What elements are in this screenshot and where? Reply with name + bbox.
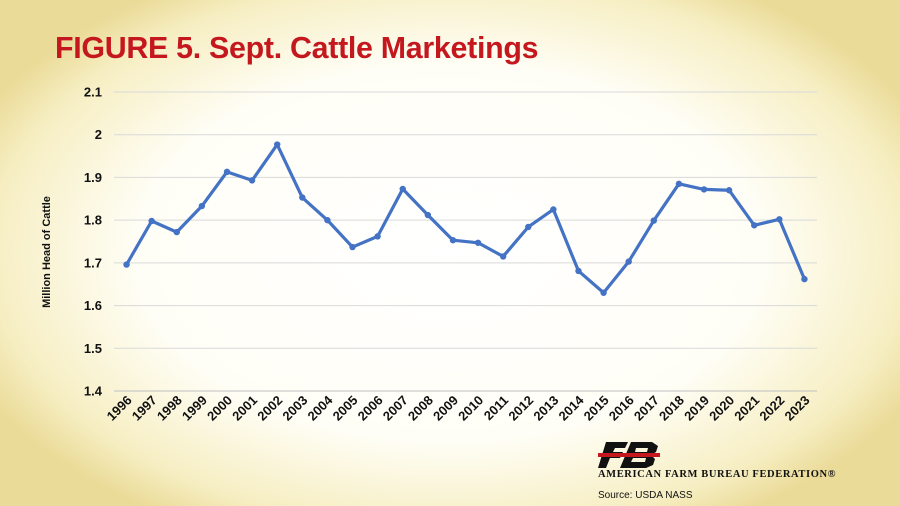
data-point: [725, 187, 733, 194]
x-tick-label: 2000: [204, 393, 235, 424]
chart-title: FIGURE 5. Sept. Cattle Marketings: [55, 30, 539, 65]
y-axis-label: Million Head of Cattle: [41, 196, 53, 308]
gridlines: [114, 91, 817, 349]
data-point: [123, 261, 130, 268]
series-group: [123, 141, 808, 296]
x-tick-label: 2016: [606, 393, 637, 424]
data-point: [776, 216, 783, 223]
data-point: [349, 243, 356, 251]
x-tick-label: 2013: [530, 393, 561, 424]
x-tick-label: 2023: [782, 393, 813, 424]
x-tick-label: 2003: [279, 393, 310, 424]
x-tick-label: 1997: [129, 393, 160, 424]
data-point: [650, 217, 658, 224]
data-point: [550, 206, 557, 213]
data-point: [324, 216, 331, 224]
data-point: [499, 253, 507, 260]
data-point: [399, 185, 406, 193]
x-tick-label: 2010: [455, 393, 486, 424]
y-tick-label: 1.7: [84, 255, 102, 270]
x-tick-label: 2021: [731, 393, 762, 424]
series-line: [125, 142, 806, 295]
x-tick-label: 2017: [631, 393, 662, 424]
x-tick-label: 1999: [179, 393, 210, 424]
source-note: Source: USDA NASS: [598, 490, 693, 501]
data-point: [148, 217, 155, 225]
data-point: [248, 177, 256, 184]
data-point: [424, 211, 432, 219]
x-tick-label: 1998: [154, 393, 185, 424]
data-point: [675, 180, 683, 188]
data-point: [700, 186, 708, 193]
y-tick-label: 1.4: [84, 384, 103, 399]
data-point: [223, 168, 231, 176]
x-axis-ticks: 1996199719981999200020012002200320042005…: [104, 392, 813, 424]
data-point: [525, 223, 532, 231]
x-tick-label: 2002: [254, 393, 285, 424]
x-tick-label: 2011: [481, 393, 512, 424]
y-tick-label: 2.1: [84, 85, 102, 100]
y-tick-label: 1.9: [84, 170, 102, 185]
x-tick-label: 2020: [706, 393, 737, 424]
afbf-logo: AMERICAN FARM BUREAU FEDERATION®: [598, 442, 873, 482]
data-point: [575, 267, 582, 275]
y-axis-ticks: 1.4 1.5 1.6 1.7 1.8 1.9 2 2.1: [84, 85, 103, 399]
x-tick-label: 2015: [581, 393, 612, 424]
x-tick-label: 2019: [681, 393, 712, 424]
x-tick-label: 2004: [304, 392, 336, 424]
data-point: [625, 258, 632, 265]
x-tick-label: 2022: [756, 393, 787, 424]
y-tick-label: 1.6: [84, 298, 102, 313]
y-tick-label: 1.8: [84, 213, 102, 228]
x-tick-label: 2005: [330, 393, 361, 424]
x-tick-label: 2007: [380, 393, 411, 424]
x-tick-label: 2001: [229, 393, 260, 424]
data-point: [751, 222, 758, 229]
data-point: [801, 275, 808, 283]
x-tick-label: 1996: [104, 393, 135, 424]
data-point: [449, 237, 457, 244]
x-tick-label: 2008: [405, 393, 436, 424]
data-point: [273, 141, 281, 148]
y-tick-label: 2: [95, 127, 102, 142]
data-point: [173, 228, 180, 236]
afbf-fb-logo-icon: [598, 442, 660, 468]
y-tick-label: 1.5: [84, 341, 102, 356]
data-point: [198, 202, 206, 210]
data-point: [600, 289, 607, 296]
x-tick-label: 2009: [430, 393, 461, 424]
x-tick-label: 2006: [355, 393, 386, 424]
data-point: [474, 239, 482, 246]
x-tick-label: 2014: [556, 392, 588, 424]
data-point: [299, 194, 306, 201]
org-name: AMERICAN FARM BUREAU FEDERATION®: [598, 469, 837, 480]
x-tick-label: 2012: [505, 393, 536, 424]
x-tick-label: 2018: [656, 393, 687, 424]
data-point: [374, 233, 381, 240]
